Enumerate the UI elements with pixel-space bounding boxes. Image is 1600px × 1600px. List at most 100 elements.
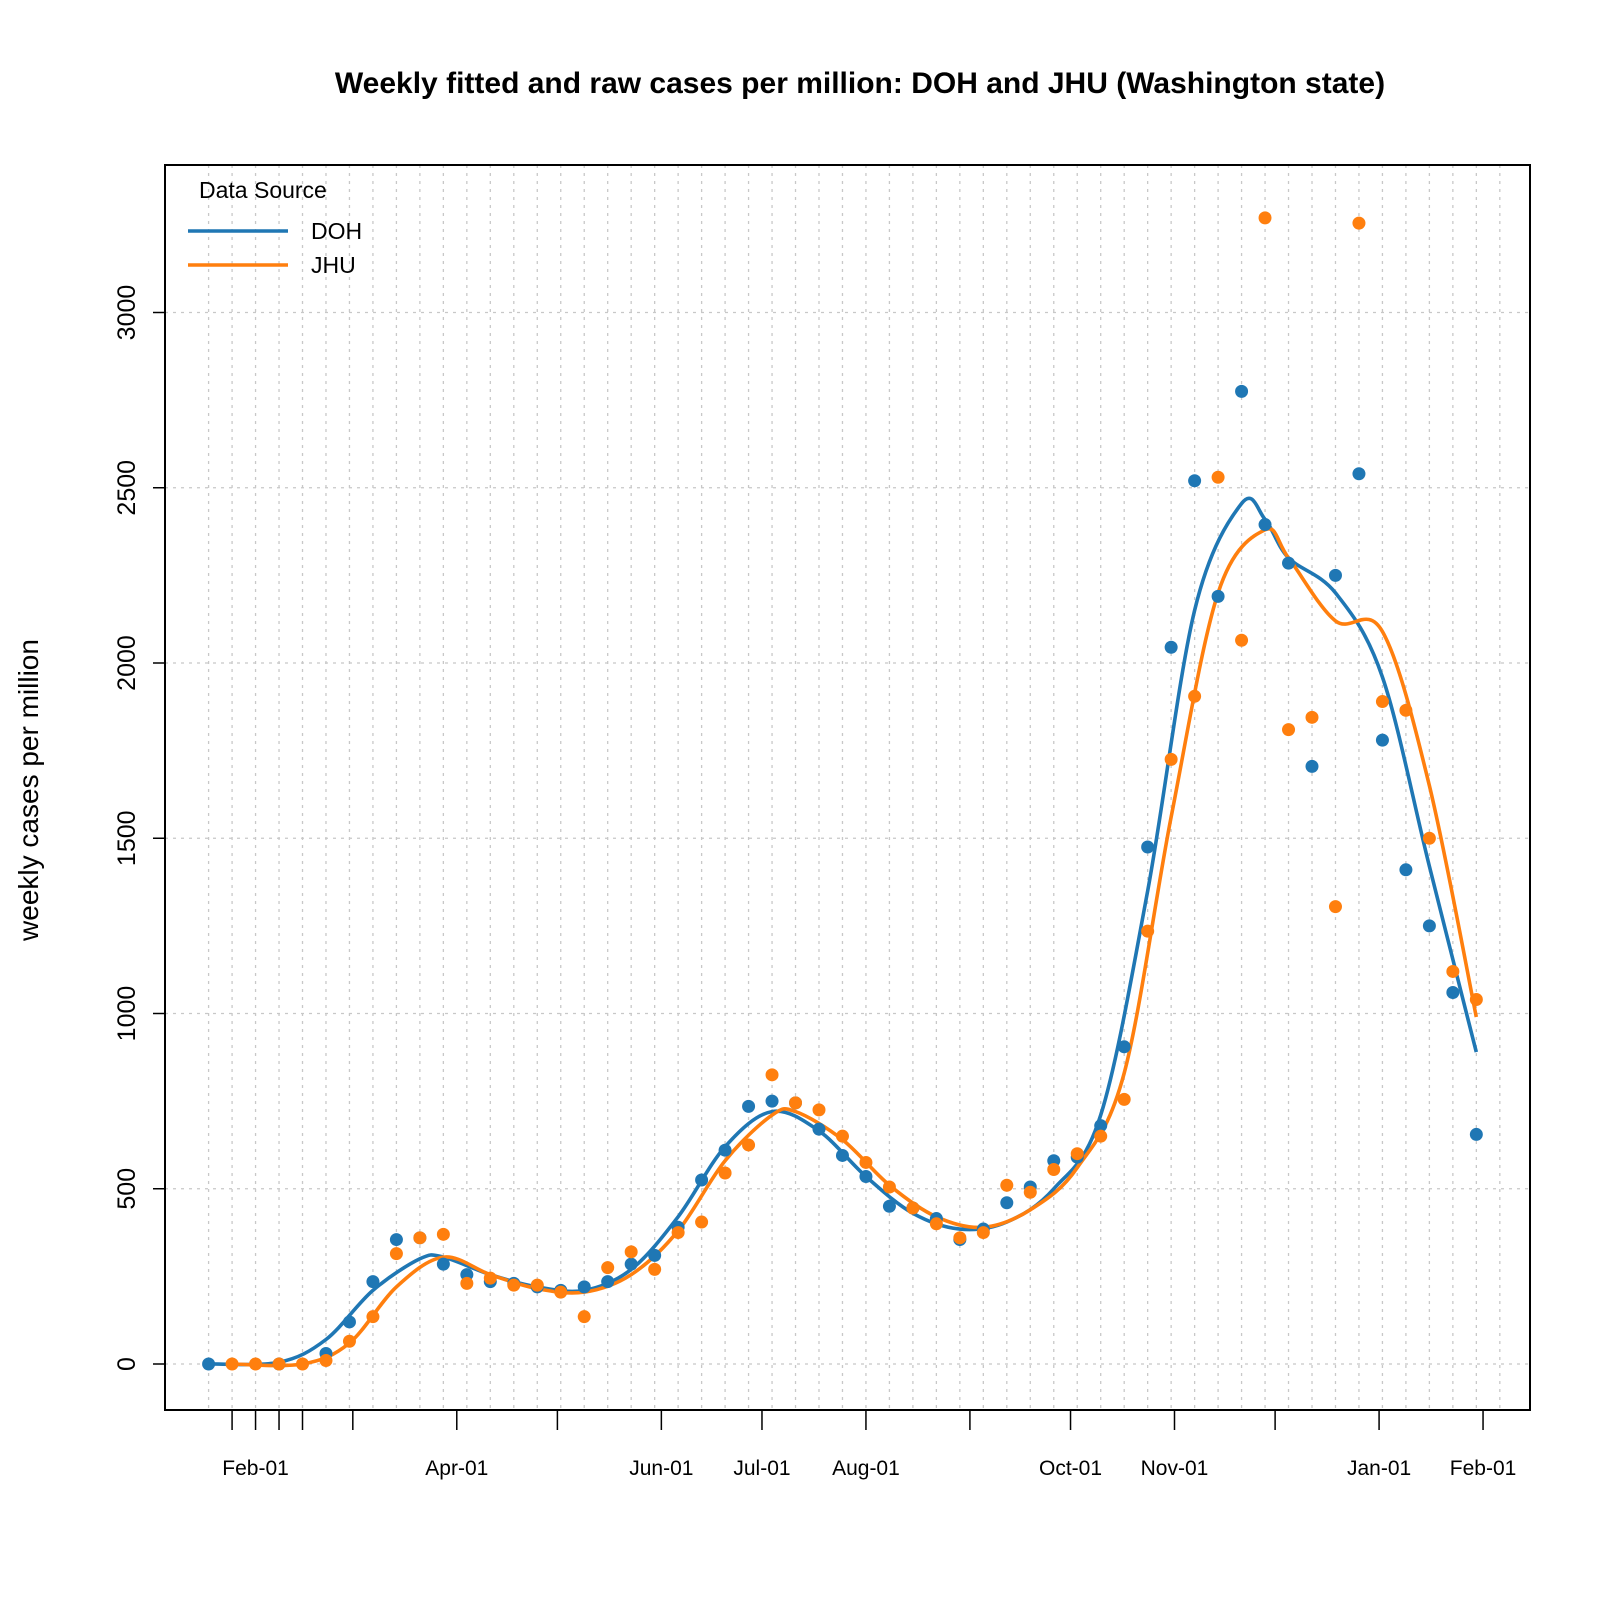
data-point-doh [202, 1357, 216, 1371]
data-point-doh [366, 1275, 380, 1289]
data-point-jhu [624, 1245, 638, 1259]
data-point-jhu [436, 1227, 450, 1241]
x-tick-label: Jul-01 [733, 1457, 790, 1480]
data-point-jhu [1469, 992, 1483, 1006]
data-point-jhu [1352, 216, 1366, 230]
data-point-jhu [366, 1310, 380, 1324]
data-point-jhu [1117, 1092, 1131, 1106]
data-point-doh [742, 1099, 756, 1113]
data-point-doh [648, 1248, 662, 1262]
data-point-jhu [1047, 1162, 1061, 1176]
data-point-jhu [1211, 470, 1225, 484]
y-tick-label: 500 [113, 1168, 141, 1210]
data-point-jhu [1070, 1147, 1084, 1161]
data-point-jhu [1328, 900, 1342, 914]
data-point-jhu [742, 1138, 756, 1152]
data-point-doh [1399, 863, 1413, 877]
data-point-doh [1164, 640, 1178, 654]
data-point-jhu [413, 1231, 427, 1245]
y-tick-label: 1500 [113, 810, 141, 866]
data-point-jhu [953, 1231, 967, 1245]
data-point-doh [1352, 467, 1366, 481]
data-point-jhu [1094, 1129, 1108, 1143]
data-point-jhu [460, 1276, 474, 1290]
data-point-doh [1375, 733, 1389, 747]
data-point-doh [1328, 568, 1342, 582]
data-point-jhu [225, 1357, 239, 1371]
x-tick-label: Oct-01 [1039, 1457, 1102, 1480]
data-point-jhu [1188, 689, 1202, 703]
data-point-doh [812, 1122, 826, 1136]
y-tick-label: 0 [113, 1357, 141, 1371]
x-tick-label: Feb-01 [222, 1457, 289, 1480]
data-point-jhu [577, 1310, 591, 1324]
data-point-doh [1305, 759, 1319, 773]
data-point-jhu [929, 1217, 943, 1231]
data-point-doh [436, 1257, 450, 1271]
y-tick-label: 2000 [113, 635, 141, 691]
legend-label-jhu: JHU [311, 252, 356, 278]
data-point-doh [882, 1199, 896, 1213]
data-point-doh [695, 1173, 709, 1187]
data-point-jhu [1258, 211, 1272, 225]
data-point-jhu [1305, 710, 1319, 724]
data-point-jhu [483, 1271, 497, 1285]
data-point-jhu [272, 1357, 286, 1371]
data-point-doh [1211, 589, 1225, 603]
axes: 0 500 1000 1500 2000 2500 3000 Feb-01 Apr-01 Jun-… [113, 285, 1516, 1480]
y-tick-label: 2500 [113, 460, 141, 516]
data-point-doh [859, 1169, 873, 1183]
data-point-jhu [835, 1129, 849, 1143]
y-axis-label: weekly cases per million [13, 639, 44, 942]
x-tick-label: Jun-01 [629, 1457, 693, 1480]
x-tick-label: Feb-01 [1450, 1457, 1517, 1480]
x-tick-label: Nov-01 [1141, 1457, 1209, 1480]
data-point-jhu [812, 1103, 826, 1117]
y-tick-label: 3000 [113, 285, 141, 341]
data-point-doh [718, 1143, 732, 1157]
legend: Data Source DOH JHU [188, 177, 362, 278]
data-point-jhu [671, 1226, 685, 1240]
data-point-jhu [695, 1215, 709, 1229]
data-point-doh [1000, 1196, 1014, 1210]
data-point-doh [601, 1275, 615, 1289]
data-point-jhu [906, 1201, 920, 1215]
data-point-doh [624, 1257, 638, 1271]
data-point-doh [765, 1094, 779, 1108]
data-point-jhu [342, 1334, 356, 1348]
data-point-doh [389, 1233, 403, 1247]
data-point-jhu [1422, 831, 1436, 845]
legend-title: Data Source [199, 177, 327, 203]
data-point-jhu [530, 1278, 544, 1292]
data-point-jhu [789, 1096, 803, 1110]
data-point-jhu [389, 1247, 403, 1261]
x-tick-label: Apr-01 [425, 1457, 488, 1480]
legend-label-doh: DOH [311, 218, 362, 244]
raw-points [202, 211, 1483, 1371]
data-point-jhu [718, 1166, 732, 1180]
data-point-doh [1188, 474, 1202, 488]
data-point-jhu [1023, 1185, 1037, 1199]
data-point-jhu [1446, 964, 1460, 978]
data-point-doh [835, 1148, 849, 1162]
data-point-jhu [882, 1180, 896, 1194]
x-tick-label: Aug-01 [832, 1457, 900, 1480]
data-point-jhu [601, 1261, 615, 1275]
data-point-doh [577, 1280, 591, 1294]
data-point-doh [1094, 1119, 1108, 1133]
data-point-doh [342, 1315, 356, 1329]
y-tick-label: 1000 [113, 986, 141, 1042]
data-point-jhu [859, 1155, 873, 1169]
data-point-jhu [648, 1262, 662, 1276]
data-point-jhu [1164, 752, 1178, 766]
data-point-jhu [1375, 695, 1389, 709]
data-point-jhu [1399, 703, 1413, 717]
data-point-doh [1282, 556, 1296, 570]
data-point-doh [1446, 985, 1460, 999]
chart-title: Weekly fitted and raw cases per million:… [335, 67, 1385, 100]
grid [165, 165, 1530, 1410]
data-point-jhu [1141, 924, 1155, 938]
data-point-jhu [1000, 1178, 1014, 1192]
data-point-doh [1422, 919, 1436, 933]
